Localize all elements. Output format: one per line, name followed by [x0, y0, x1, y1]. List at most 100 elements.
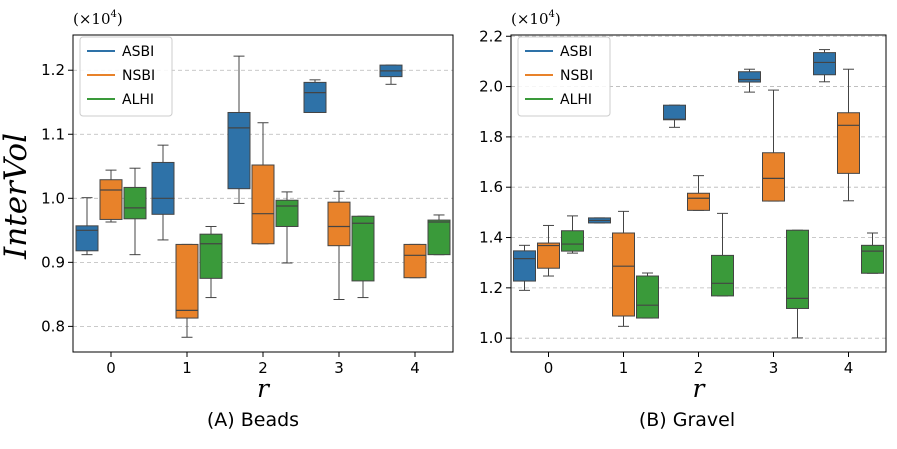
box-iqr	[75, 225, 99, 252]
box-asbi-r2	[227, 55, 251, 204]
box-iqr	[303, 81, 327, 113]
box-nsbi-r4	[403, 243, 427, 279]
legend: ASBI NSBI ALHI	[79, 36, 173, 117]
box-iqr	[275, 199, 299, 227]
box-iqr	[663, 104, 686, 121]
box-asbi-r0	[75, 197, 99, 256]
box-iqr	[151, 161, 175, 215]
legend-box	[79, 36, 173, 117]
x-tick-label: 3	[334, 359, 344, 377]
x-tick-label: 0	[544, 359, 554, 377]
box-asbi-r4	[379, 64, 403, 85]
box-iqr	[123, 186, 147, 220]
box-asbi-r3	[738, 68, 761, 93]
box-asbi-r0	[513, 244, 536, 291]
y-tick-label: 1.4	[479, 229, 503, 247]
box-asbi-r4	[813, 49, 836, 83]
box-iqr	[687, 192, 710, 211]
box-alhi-r0	[123, 167, 147, 256]
box-nsbi-r3	[327, 190, 351, 300]
box-iqr	[227, 111, 251, 190]
y-tick-label: 0.9	[41, 253, 65, 271]
legend-label-asbi: ASBI	[122, 44, 154, 60]
legend-label-asbi: ASBI	[560, 44, 592, 60]
x-tick-label: 1	[619, 359, 629, 377]
y-tick-label: 1.2	[41, 61, 65, 79]
x-tick-label: 4	[410, 359, 420, 377]
box-asbi-r1	[588, 217, 611, 224]
box-iqr	[711, 254, 734, 297]
panel-gravel: 1.0 1.2 1.4 1.6 1.8 2.0 2.2 0 1 2 3 4 (×104) ASBI NSBI…	[479, 9, 887, 431]
box-alhi-r3	[351, 215, 375, 299]
box-iqr	[813, 52, 836, 76]
scale-multiplier: (×104)	[73, 9, 123, 28]
y-tick-label: 1.8	[479, 128, 503, 146]
legend-box	[517, 36, 611, 117]
panel-caption: (B) Gravel	[639, 409, 735, 431]
box-iqr	[786, 229, 809, 309]
box-asbi-r1	[151, 144, 175, 241]
y-tick-label: 1.2	[479, 279, 503, 297]
box-iqr	[537, 242, 560, 269]
box-iqr	[251, 164, 275, 245]
y-axis-label: InterVol	[0, 133, 34, 260]
box-iqr	[403, 243, 427, 279]
panel-caption: (A) Beads	[207, 409, 299, 431]
x-axis-label: r	[257, 374, 271, 403]
box-alhi-r1	[199, 225, 223, 299]
box-iqr	[199, 233, 223, 279]
legend-label-nsbi: NSBI	[560, 68, 593, 84]
box-alhi-r0	[561, 215, 584, 254]
box-nsbi-r1	[175, 243, 199, 338]
box-alhi-r1	[636, 272, 659, 319]
legend-label-nsbi: NSBI	[122, 68, 155, 84]
scale-multiplier: (×104)	[511, 9, 561, 28]
x-axis-label: r	[693, 374, 707, 403]
x-tick-label: 2	[258, 359, 268, 377]
y-tick-label: 1.0	[479, 329, 503, 347]
box-asbi-r2	[663, 104, 686, 128]
box-iqr	[561, 230, 584, 252]
box-iqr	[738, 71, 761, 83]
legend: ASBI NSBI ALHI	[517, 36, 611, 117]
y-tick-label: 2.2	[479, 27, 503, 45]
y-tick-label: 0.8	[41, 317, 65, 335]
x-tick-label: 1	[182, 359, 192, 377]
box-iqr	[513, 250, 536, 282]
box-iqr	[612, 232, 635, 317]
x-tick-label: 3	[769, 359, 779, 377]
panel-beads: 0.8 0.9 1.0 1.1 1.2 0 1 2 3 4 (×104) ASBI NSBI ALHI r (…	[41, 9, 454, 431]
box-nsbi-r2	[251, 122, 275, 245]
box-iqr	[837, 112, 860, 174]
box-nsbi-r0	[537, 224, 560, 277]
box-iqr	[175, 243, 199, 319]
box-nsbi-r2	[687, 175, 710, 211]
box-nsbi-r1	[612, 210, 635, 327]
box-iqr	[327, 201, 351, 247]
box-alhi-r4	[427, 214, 451, 256]
box-nsbi-r4	[837, 68, 860, 202]
y-tick-label: 2.0	[479, 78, 503, 96]
legend-label-alhi: ALHI	[560, 92, 592, 108]
box-alhi-r4	[861, 232, 884, 274]
box-iqr	[99, 179, 123, 220]
box-nsbi-r0	[99, 169, 123, 223]
box-alhi-r2	[711, 212, 734, 297]
box-nsbi-r3	[762, 89, 785, 202]
plot-frame	[510, 34, 887, 353]
box-iqr	[636, 275, 659, 319]
y-tick-label: 1.0	[41, 189, 65, 207]
x-tick-label: 2	[694, 359, 704, 377]
box-alhi-r2	[275, 191, 299, 264]
box-iqr	[861, 244, 884, 274]
box-asbi-r3	[303, 79, 327, 113]
legend-label-alhi: ALHI	[122, 92, 154, 108]
box-iqr	[351, 215, 375, 282]
box-alhi-r3	[786, 229, 809, 339]
plot-frame	[72, 34, 454, 353]
box-iqr	[427, 219, 451, 256]
x-tick-label: 0	[106, 359, 116, 377]
box-iqr	[762, 152, 785, 202]
x-tick-label: 4	[844, 359, 854, 377]
y-tick-label: 1.6	[479, 178, 503, 196]
